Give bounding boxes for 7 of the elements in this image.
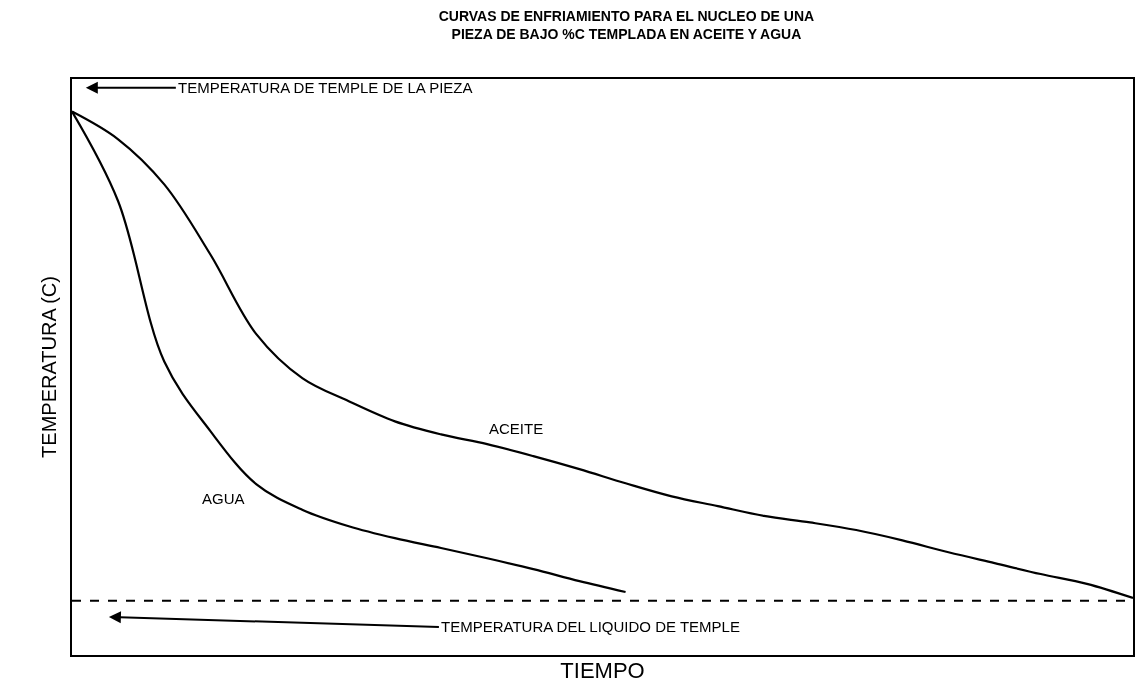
- text: TEMPERATURA DE TEMPLE DE LA PIEZA: [178, 79, 473, 96]
- x-axis-title: TIEMPO: [560, 657, 645, 683]
- series-label: ACEITE: [489, 420, 544, 437]
- y-axis-title: TEMPERATURA (C): [38, 276, 60, 458]
- series-label: AGUA: [202, 490, 245, 507]
- chart-title: CURVAS DE ENFRIAMIENTO PARA EL NUCLEO DE UNA PIEZA DE BAJO %C TEMPLADA EN ACEITE Y AGUA: [438, 7, 815, 42]
- ref-line-label: TEMPERATURA DEL LIQUIDO DE TEMPLE: [441, 618, 740, 635]
